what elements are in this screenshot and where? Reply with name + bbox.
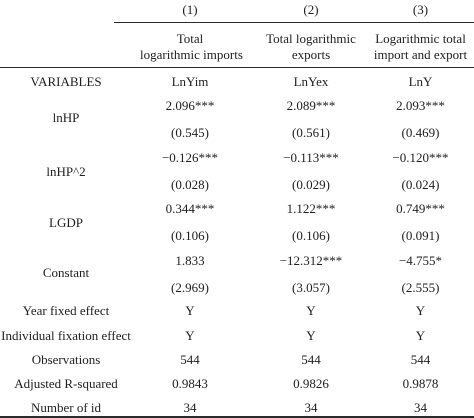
summary-cell: 544 (410, 352, 431, 367)
column-number-1: (1) (182, 2, 198, 17)
coef-cell: −0.113*** (283, 150, 339, 165)
coef-cell: 2.089*** (286, 98, 336, 113)
summary-cell: Y (415, 328, 426, 343)
summary-cell: 544 (180, 352, 200, 367)
row-label: Number of id (30, 400, 102, 415)
summary-cell: 0.9826 (293, 376, 329, 391)
coef-cell: −0.126*** (161, 150, 219, 165)
column-title-1-line-2: logarithmic imports (140, 47, 243, 62)
summary-cell: 0.9878 (402, 376, 439, 391)
se-cell: (3.057) (292, 280, 330, 295)
row-label: Constant (42, 265, 90, 280)
se-cell: (0.106) (171, 228, 209, 243)
row-label: Year fixed effect (22, 303, 110, 318)
coef-cell: 1.833 (175, 253, 205, 268)
dependent-var-2: LnYex (293, 74, 329, 89)
summary-cell: Y (306, 303, 316, 318)
summary-cell: Y (185, 303, 195, 318)
se-cell: (0.545) (171, 125, 209, 140)
dependent-var-3: LnY (408, 74, 433, 89)
summary-cell: 34 (414, 400, 427, 415)
coef-cell: 2.093*** (396, 98, 445, 113)
coef-cell: 1.122*** (286, 201, 336, 216)
se-cell: (2.969) (171, 280, 209, 295)
row-label: LGDP (49, 215, 83, 230)
coef-cell: 2.096*** (165, 98, 215, 113)
se-cell: (2.555) (401, 280, 440, 295)
summary-cell: 544 (301, 352, 321, 367)
se-cell: (0.024) (401, 177, 440, 192)
se-cell: (0.029) (292, 177, 330, 192)
row-label: lnHP (52, 110, 80, 125)
coef-cell: −12.312*** (279, 253, 343, 268)
coef-cell: −4.755* (398, 253, 443, 268)
row-label: lnHP^2 (46, 164, 86, 179)
se-cell: (0.561) (292, 125, 330, 140)
coef-cell: −0.120*** (392, 150, 449, 165)
summary-cell: Y (306, 328, 316, 343)
se-cell: (0.106) (292, 228, 330, 243)
row-label: Individual fixation effect (1, 328, 131, 343)
row-label: Adjusted R-squared (14, 376, 118, 391)
row-label: Observations (31, 352, 101, 367)
coef-cell: 0.749*** (396, 201, 445, 216)
summary-cell: Y (415, 303, 426, 318)
se-cell: (0.469) (401, 125, 440, 140)
top-rule (114, 22, 474, 23)
column-title-2-line-1: Total logarithmic (266, 31, 356, 46)
column-title-2-line-2: exports (291, 47, 331, 62)
column-number-3: (3) (412, 2, 429, 17)
header-rule (0, 67, 474, 68)
variables-label: VARIABLES (30, 74, 102, 89)
column-title-3-line-1: Logarithmic total (375, 31, 466, 46)
se-cell: (0.091) (401, 228, 440, 243)
column-title-1-line-1: Total (176, 31, 204, 46)
dependent-var-1: LnYim (171, 74, 209, 89)
summary-cell: 34 (183, 400, 197, 415)
coef-cell: 0.344*** (165, 201, 215, 216)
se-cell: (0.028) (171, 177, 209, 192)
summary-cell: Y (185, 328, 195, 343)
bottom-rule (0, 416, 474, 418)
column-title-3-line-2: import and export (373, 47, 468, 62)
summary-cell: 34 (304, 400, 318, 415)
column-number-2: (2) (303, 2, 319, 17)
summary-cell: 0.9843 (172, 376, 208, 391)
